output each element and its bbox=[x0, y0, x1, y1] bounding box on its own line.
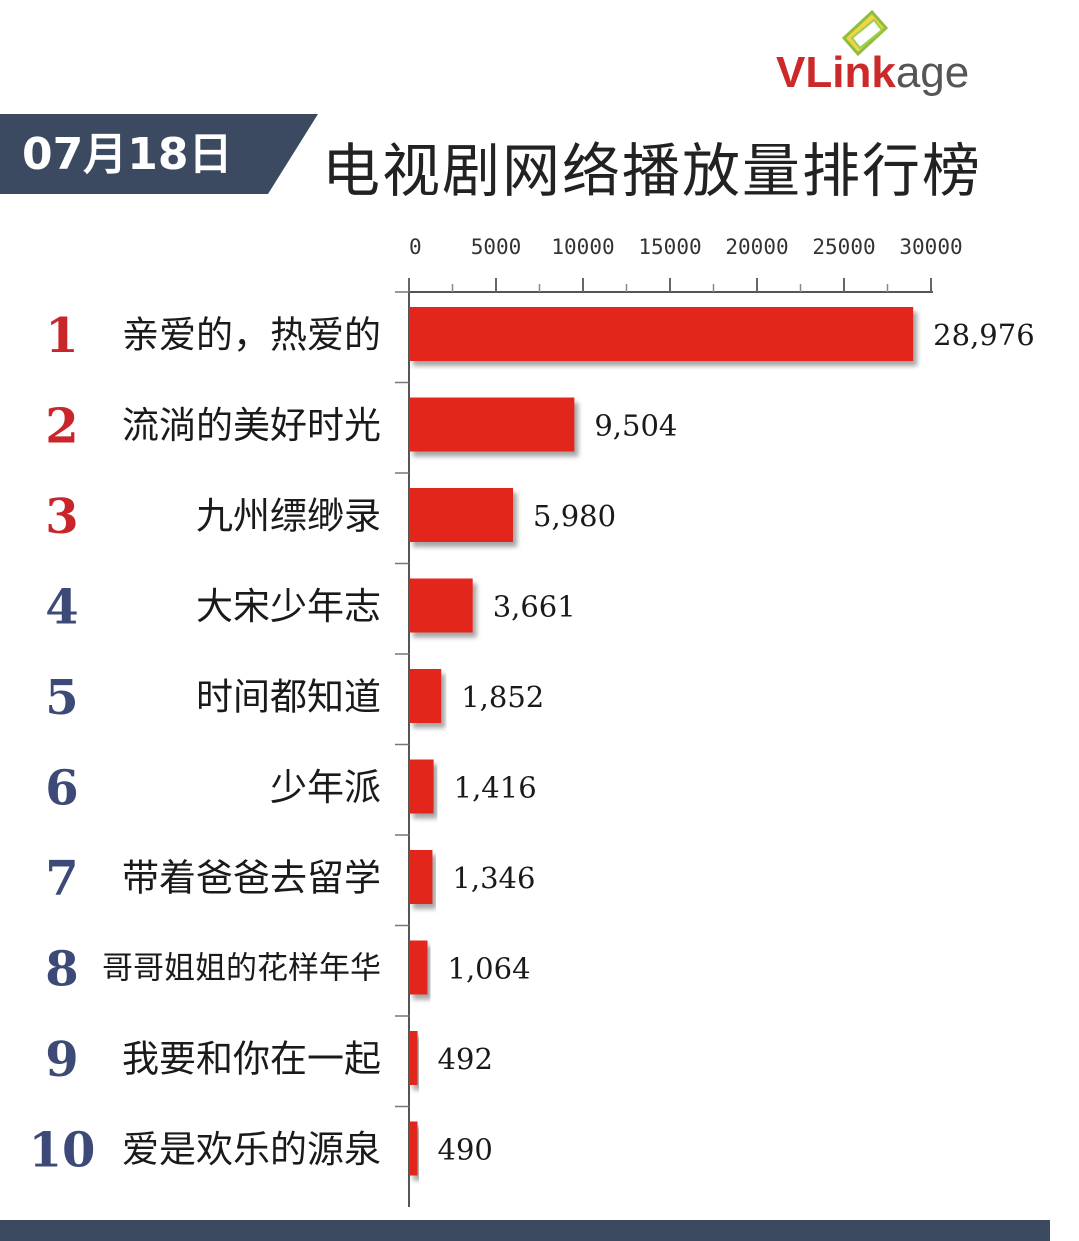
rank-number: 1 bbox=[45, 308, 78, 364]
x-tick-label: 15000 bbox=[638, 235, 701, 259]
date-banner bbox=[0, 114, 318, 194]
value-label: 1,064 bbox=[448, 952, 531, 986]
value-label: 490 bbox=[438, 1133, 493, 1167]
rank-number: 2 bbox=[45, 399, 78, 455]
value-label: 9,504 bbox=[594, 409, 677, 443]
value-label: 1,416 bbox=[454, 771, 537, 805]
value-label: 1,346 bbox=[452, 861, 535, 895]
rank-number: 5 bbox=[45, 670, 78, 726]
value-label: 28,976 bbox=[933, 318, 1034, 352]
logo-text-ink: ink bbox=[832, 48, 896, 97]
bar bbox=[409, 669, 442, 723]
bar bbox=[409, 759, 434, 814]
bar bbox=[409, 488, 514, 542]
rank-number: 6 bbox=[45, 761, 78, 817]
rank-number: 4 bbox=[45, 580, 78, 636]
category-label: 大宋少年志 bbox=[196, 585, 381, 628]
rank-number: 10 bbox=[29, 1123, 96, 1179]
page-title: 电视剧网络播放量排行榜 bbox=[322, 137, 983, 205]
bar bbox=[409, 940, 428, 995]
value-label: 5,980 bbox=[533, 499, 616, 533]
category-label: 九州缥缈录 bbox=[196, 494, 381, 537]
category-label: 流淌的美好时光 bbox=[122, 404, 381, 447]
logo-mark-icon bbox=[841, 9, 889, 57]
value-label: 1,852 bbox=[461, 680, 544, 714]
x-tick-label: 20000 bbox=[725, 235, 788, 259]
category-label: 带着爸爸去留学 bbox=[122, 856, 381, 899]
logo-text-v: VL bbox=[776, 48, 833, 97]
date-label: 07月18日 bbox=[22, 129, 233, 180]
bar bbox=[409, 1031, 418, 1085]
bottom-bar bbox=[0, 1220, 1050, 1241]
bar bbox=[409, 307, 914, 361]
category-label: 少年派 bbox=[270, 766, 381, 809]
category-label: 哥哥姐姐的花样年华 bbox=[102, 951, 381, 987]
vlinkage-logo: VLinkage bbox=[776, 9, 1036, 108]
rank-number: 3 bbox=[45, 489, 78, 545]
x-tick-label: 5000 bbox=[471, 235, 522, 259]
rank-number: 8 bbox=[45, 942, 78, 998]
x-tick-label: 0 bbox=[409, 235, 422, 259]
bar bbox=[409, 850, 433, 904]
logo-text: VLinkage bbox=[776, 48, 969, 98]
category-label: 时间都知道 bbox=[196, 675, 381, 718]
x-tick-label: 30000 bbox=[899, 235, 962, 259]
value-label: 3,661 bbox=[493, 590, 576, 624]
category-label: 我要和你在一起 bbox=[122, 1037, 381, 1080]
category-label: 爱是欢乐的源泉 bbox=[122, 1128, 381, 1171]
logo-text-age: age bbox=[895, 48, 970, 97]
bar bbox=[409, 397, 575, 452]
rank-number: 7 bbox=[45, 851, 78, 907]
category-label: 亲爱的，热爱的 bbox=[122, 313, 381, 356]
value-label: 492 bbox=[438, 1042, 493, 1076]
rank-number: 9 bbox=[45, 1032, 78, 1088]
x-tick-label: 10000 bbox=[551, 235, 614, 259]
x-tick-label: 25000 bbox=[812, 235, 875, 259]
bar bbox=[409, 578, 473, 633]
bar bbox=[409, 1121, 418, 1176]
